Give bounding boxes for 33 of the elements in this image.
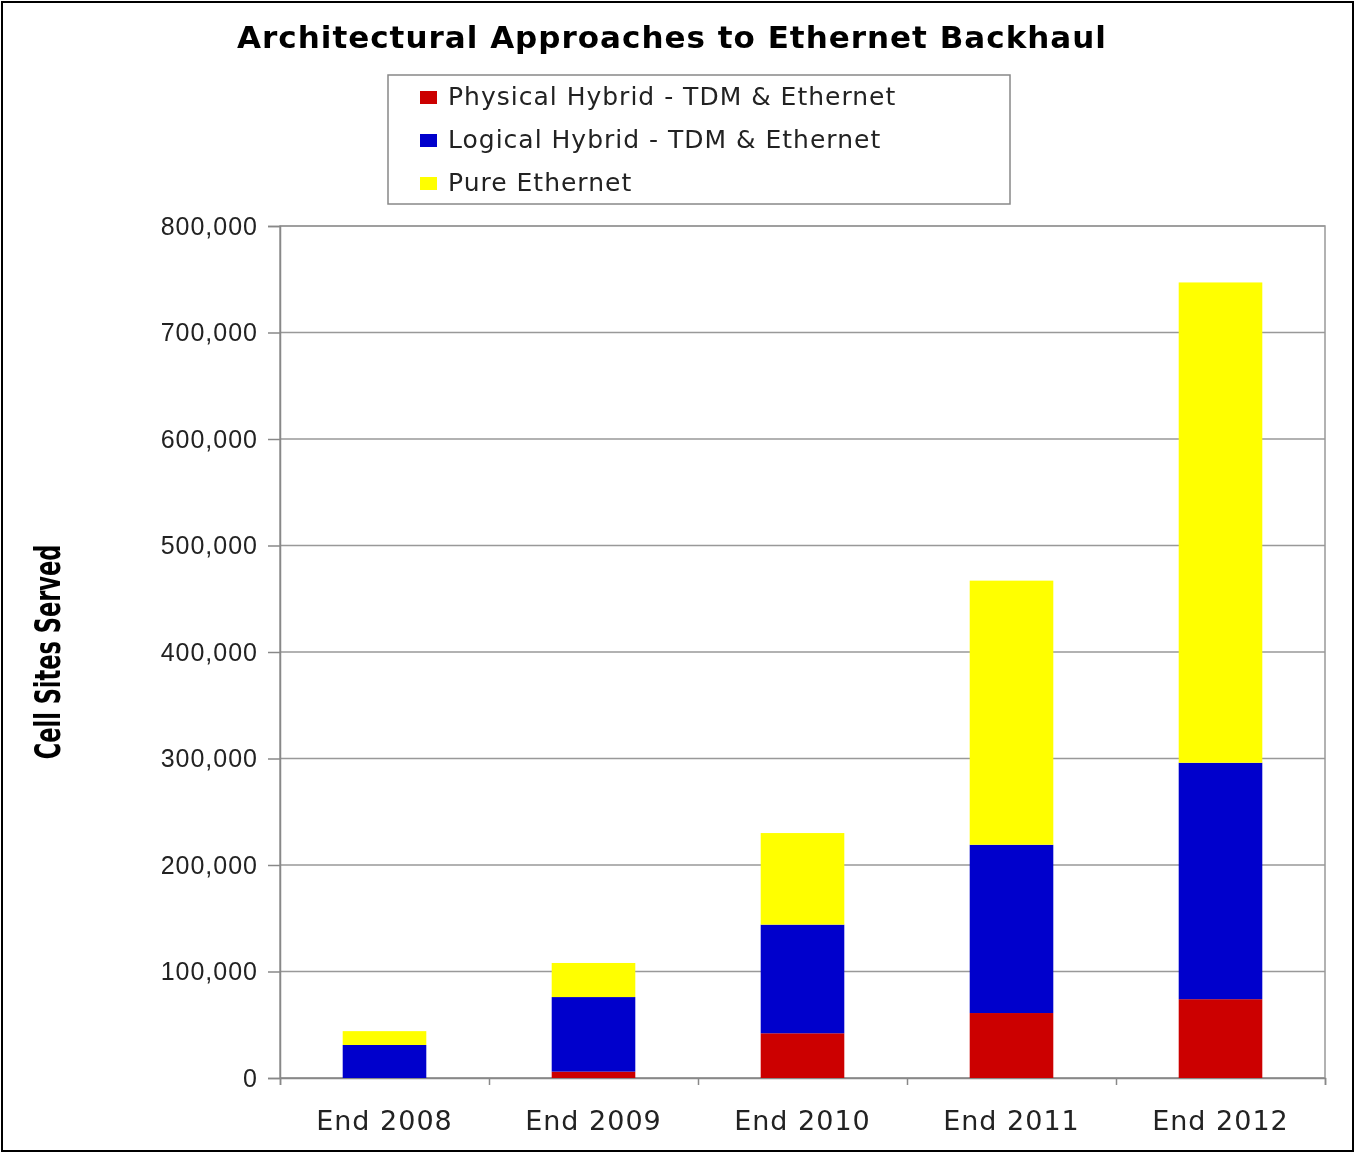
bar	[760, 1033, 845, 1078]
y-tick-label: 0	[243, 1063, 258, 1092]
y-tick-label: 100,000	[160, 957, 258, 985]
bar	[551, 1071, 636, 1078]
bar	[1178, 999, 1263, 1078]
bar	[551, 962, 636, 998]
bar	[342, 1031, 427, 1045]
y-axis-title: Cell Sites Served	[26, 544, 69, 760]
legend-label: Pure Ethernet	[448, 168, 633, 197]
x-tick-label: End 2012	[1152, 1105, 1289, 1136]
bar	[1178, 282, 1263, 763]
x-tick-label: End 2009	[525, 1105, 662, 1136]
bar	[969, 844, 1054, 1014]
bar	[760, 833, 845, 925]
bar	[1178, 762, 1263, 1000]
bar	[969, 580, 1054, 845]
y-tick-label: 500,000	[160, 531, 258, 559]
bar	[760, 924, 845, 1034]
legend-label: Physical Hybrid - TDM & Ethernet	[448, 82, 897, 111]
y-tick-label: 600,000	[160, 424, 258, 453]
y-tick-label: 700,000	[160, 318, 258, 346]
y-tick-label: 300,000	[160, 744, 258, 772]
y-tick-label: 200,000	[160, 850, 258, 879]
x-tick-label: End 2011	[943, 1105, 1080, 1136]
x-tick-label: End 2008	[316, 1105, 453, 1136]
y-tick-label: 400,000	[160, 637, 258, 666]
y-tick-label: 800,000	[160, 211, 258, 240]
chart-title: Architectural Approaches to Ethernet Backhaul	[237, 19, 1107, 55]
x-tick-label: End 2010	[734, 1105, 871, 1136]
bar	[342, 1044, 427, 1078]
bar	[969, 1013, 1054, 1078]
legend-label: Logical Hybrid - TDM & Ethernet	[448, 125, 882, 154]
bar	[551, 997, 636, 1072]
